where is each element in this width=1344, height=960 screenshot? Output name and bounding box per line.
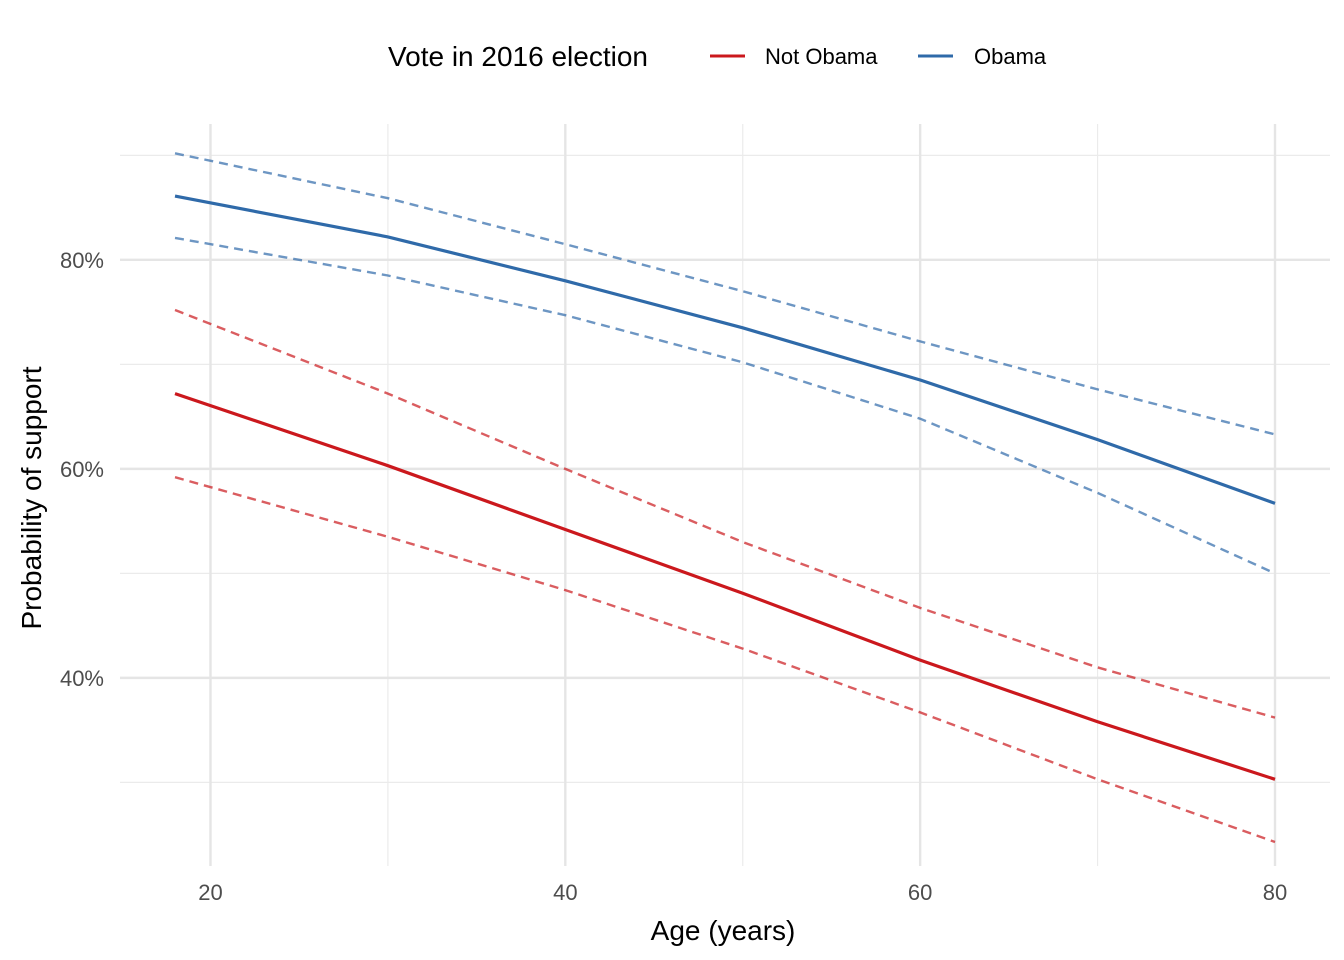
legend: Vote in 2016 election Not Obama Obama	[388, 41, 1047, 72]
x-tick-label: 60	[908, 880, 932, 905]
y-axis-title: Probability of support	[16, 366, 47, 629]
x-axis-title: Age (years)	[651, 915, 796, 946]
y-tick-label: 80%	[60, 248, 104, 273]
y-tick-label: 60%	[60, 457, 104, 482]
x-tick-label: 20	[198, 880, 222, 905]
x-tick-label: 80	[1263, 880, 1287, 905]
x-tick-label: 40	[553, 880, 577, 905]
series-lines	[174, 194, 1276, 781]
grid	[120, 124, 1330, 866]
legend-title: Vote in 2016 election	[388, 41, 648, 72]
series-obama-upper-bound	[174, 152, 1276, 436]
series-obama-line	[174, 194, 1276, 505]
tick-labels: 20 40 60 80 40% 60% 80%	[60, 248, 1287, 905]
series-not-obama-upper-bound	[174, 308, 1276, 719]
series-not-obama-lower-bound	[174, 476, 1276, 844]
y-tick-label: 40%	[60, 666, 104, 691]
confidence-bands	[174, 152, 1276, 844]
legend-label-not-obama: Not Obama	[765, 44, 878, 69]
series-not-obama-line	[174, 392, 1276, 781]
series-obama-lower-bound	[174, 236, 1276, 575]
legend-label-obama: Obama	[974, 44, 1047, 69]
